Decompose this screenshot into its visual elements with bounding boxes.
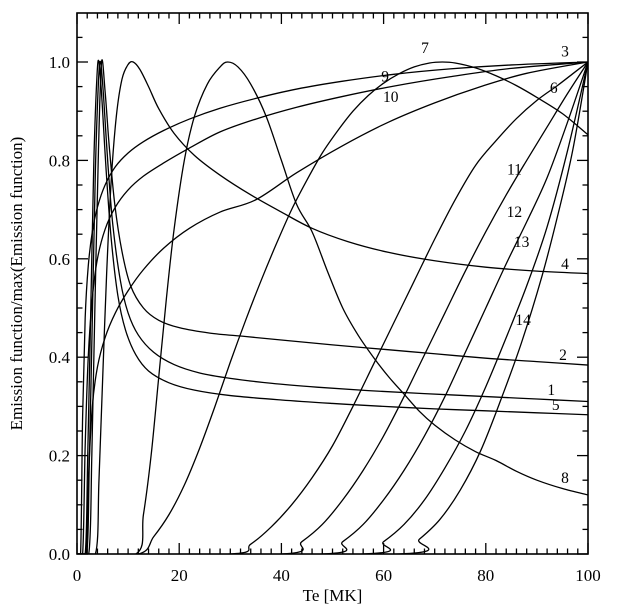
x-tick-label: 100 <box>575 566 601 585</box>
curve-4 <box>77 60 588 554</box>
curve-2 <box>77 59 588 554</box>
y-axis-title: Emission function/max(Emission function) <box>7 137 26 431</box>
curve-12 <box>77 61 588 554</box>
y-tick-label: 0.4 <box>49 348 71 367</box>
curve-5 <box>77 59 588 554</box>
x-tick-label: 20 <box>171 566 188 585</box>
curve-label-13: 13 <box>514 234 530 251</box>
y-tick-label: 0.0 <box>49 545 70 564</box>
y-tick-label: 0.8 <box>49 151 70 170</box>
axis-ticks <box>76 13 589 555</box>
curve-label-6: 6 <box>550 80 558 97</box>
x-tick-label: 80 <box>477 566 494 585</box>
curve-label-2: 2 <box>559 347 567 364</box>
curves <box>77 59 588 554</box>
x-tick-label: 60 <box>375 566 392 585</box>
x-axis-title: Te [MK] <box>303 586 363 605</box>
curve-label-4: 4 <box>561 256 569 273</box>
curve-13 <box>77 61 588 554</box>
curve-label-8: 8 <box>561 470 569 487</box>
curve-label-14: 14 <box>515 312 531 329</box>
curve-label-7: 7 <box>421 40 429 57</box>
curve-6 <box>77 61 588 554</box>
curve-label-3: 3 <box>561 44 569 61</box>
curve-1 <box>77 60 588 554</box>
curve-label-5: 5 <box>552 397 560 414</box>
y-tick-label: 0.2 <box>49 447 70 466</box>
x-tick-label: 0 <box>73 566 82 585</box>
curve-label-9: 9 <box>381 68 389 85</box>
curve-label-11: 11 <box>507 161 522 178</box>
x-tick-label: 40 <box>273 566 290 585</box>
curve-label-12: 12 <box>507 204 523 221</box>
curve-8 <box>77 61 588 554</box>
curve-10 <box>77 61 588 554</box>
curve-label-1: 1 <box>547 382 555 399</box>
curve-label-10: 10 <box>383 89 399 106</box>
y-tick-label: 1.0 <box>49 53 70 72</box>
curve-3 <box>77 61 588 554</box>
curve-11 <box>77 61 588 554</box>
y-tick-label: 0.6 <box>49 250 70 269</box>
curve-14 <box>77 61 588 554</box>
curve-7 <box>77 61 588 554</box>
curve-9 <box>77 61 588 554</box>
